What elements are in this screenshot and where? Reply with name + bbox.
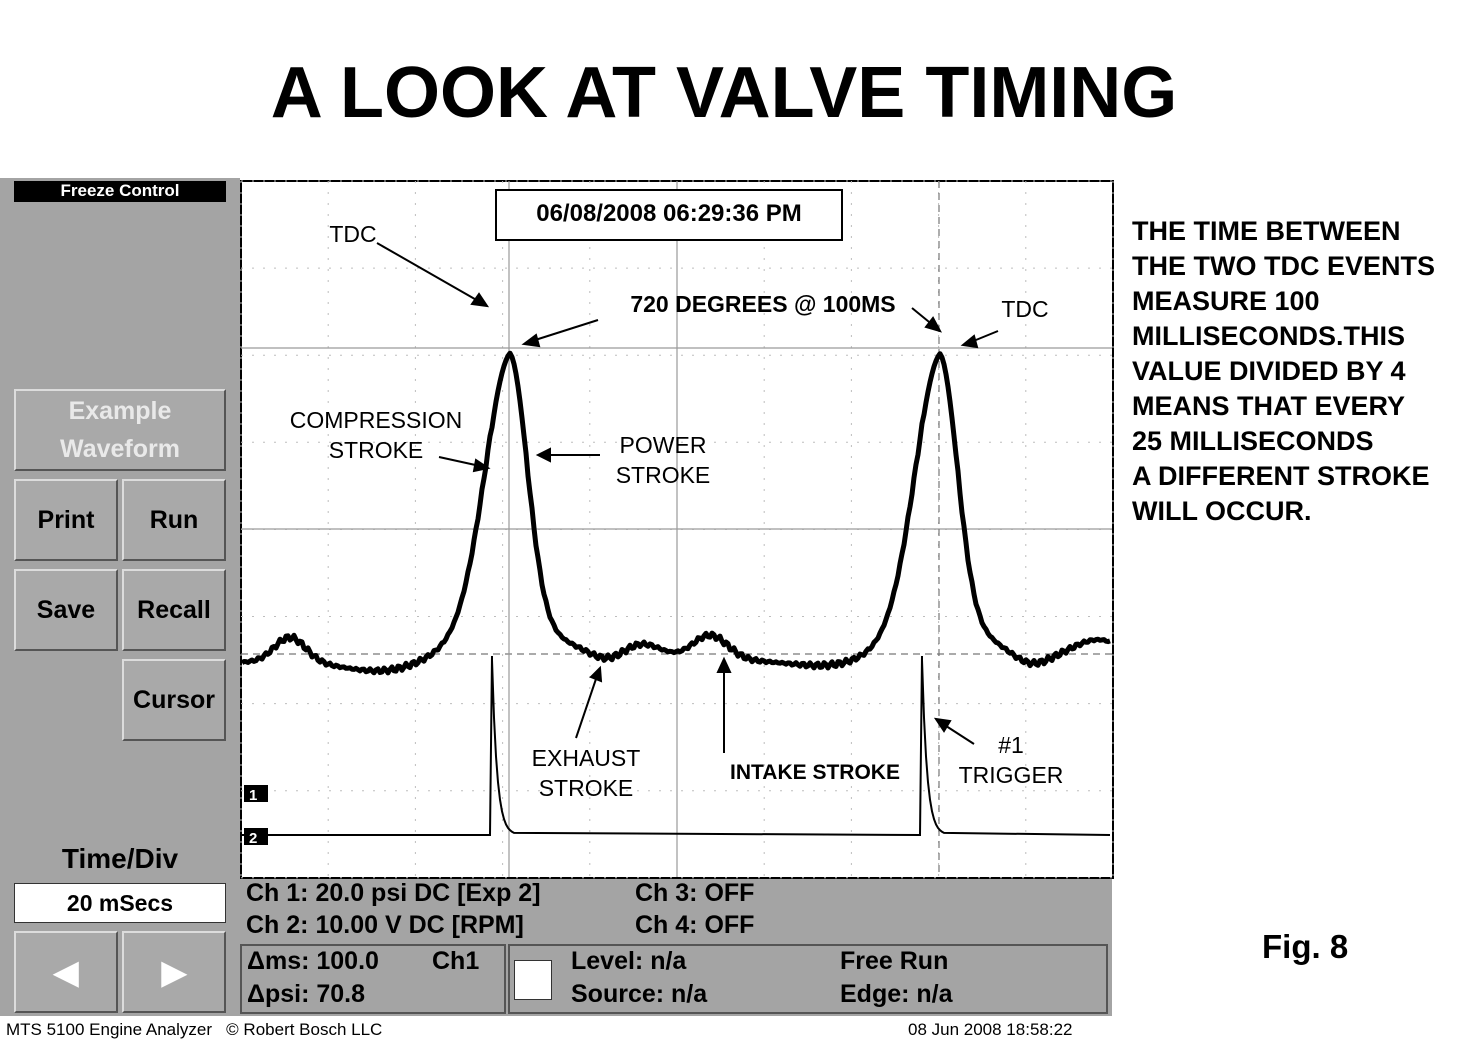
tdc-peak-arrow <box>531 319 599 342</box>
cursor-button[interactable]: Cursor <box>122 659 226 741</box>
channel-1-label: 1 <box>249 787 257 804</box>
power-stroke-label: POWER STROKE <box>615 432 711 488</box>
left-arrow-icon: ◀ <box>53 954 79 990</box>
arrows <box>376 242 999 753</box>
footer-product: MTS 5100 Engine Analyzer © Robert Bosch … <box>6 1020 383 1039</box>
delta-ms-readout: Δms: 100.0 <box>247 947 379 975</box>
ch3-status: Ch 3: OFF <box>635 879 755 907</box>
right-arrow-icon: ▶ <box>161 954 187 990</box>
figure-label: Fig. 8 <box>1262 928 1349 965</box>
tdc-right-label: TDC <box>1001 296 1049 322</box>
degrees-label: 720 DEGREES @ 100MS <box>630 291 896 317</box>
cursor-channel: Ch1 <box>432 947 480 975</box>
time-div-label: Time/Div <box>61 843 179 874</box>
example-waveform-button[interactable]: Example Waveform <box>14 389 226 471</box>
tdc-left-label: TDC <box>329 221 377 247</box>
trigger-mode: Free Run <box>840 947 949 975</box>
exhaust-stroke-label: EXHAUST STROKE <box>531 745 641 801</box>
run-button[interactable]: Run <box>122 479 226 561</box>
delta-psi-readout: Δpsi: 70.8 <box>247 980 366 1008</box>
explanation-note: THE TIME BETWEEN THE TWO TDC EVENTS MEAS… <box>1132 216 1435 526</box>
arrowhead <box>924 316 943 333</box>
time-div-value[interactable]: 20 mSecs <box>14 883 226 923</box>
arrowhead <box>933 717 952 733</box>
time-div-decrease-button[interactable]: ◀ <box>14 931 118 1013</box>
recall-button[interactable]: Recall <box>122 569 226 651</box>
ch4-status: Ch 4: OFF <box>635 911 755 939</box>
footer-datetime: 08 Jun 2008 18:58:22 <box>908 1020 1073 1039</box>
arrowhead <box>535 447 551 463</box>
timestamp: 06/08/2008 06:29:36 PM <box>536 200 802 227</box>
arrowhead <box>470 292 490 308</box>
arrowhead <box>716 656 732 673</box>
compression-arrow <box>438 456 481 467</box>
compression-stroke-label: COMPRESSION STROKE <box>289 407 463 463</box>
ch1-status: Ch 1: 20.0 psi DC [Exp 2] <box>246 879 541 907</box>
status-panel <box>240 878 1112 1016</box>
cursor-readout-box <box>240 944 506 1014</box>
print-button[interactable]: Print <box>14 479 118 561</box>
save-button[interactable]: Save <box>14 569 118 651</box>
slide-title: A LOOK AT VALVE TIMING <box>270 53 1178 133</box>
channel-1-marker <box>244 785 268 802</box>
trigger-source: Source: n/a <box>571 980 708 1008</box>
freeze-control-header: Freeze Control <box>14 181 226 202</box>
channel-2-label: 2 <box>249 830 257 847</box>
trigger-arrow <box>942 723 975 745</box>
ch2-status: Ch 2: 10.00 V DC [RPM] <box>246 911 524 939</box>
trigger-settings-box <box>508 944 1108 1014</box>
exhaust-arrow <box>575 675 598 739</box>
trigger-level: Level: n/a <box>571 947 687 975</box>
arrowhead <box>589 665 603 683</box>
intake-stroke-label: INTAKE STROKE <box>730 761 900 784</box>
scope-display[interactable]: 1 2 <box>240 180 1114 880</box>
example-waveform-label: Example Waveform <box>60 397 180 463</box>
time-div-increase-button[interactable]: ▶ <box>122 931 226 1013</box>
channel-2-marker <box>244 828 268 845</box>
pressure-trace <box>240 350 1111 676</box>
arrowhead <box>960 334 979 349</box>
timestamp-box: 06/08/2008 06:29:36 PM <box>495 189 843 241</box>
trigger-label: #1 TRIGGER <box>958 732 1064 788</box>
trigger-checkbox[interactable] <box>514 960 552 1000</box>
trigger-edge: Edge: n/a <box>840 980 953 1008</box>
tdc-left-arrow <box>376 242 481 303</box>
arrowhead <box>521 333 541 348</box>
arrowhead <box>472 458 491 473</box>
rpm-trigger-trace <box>242 655 1111 837</box>
